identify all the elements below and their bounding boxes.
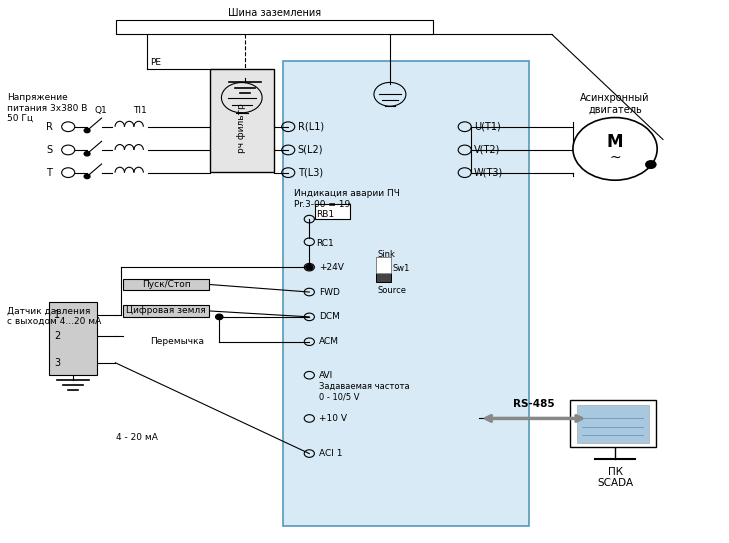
Circle shape: [646, 161, 656, 168]
Bar: [577, 405, 650, 443]
Bar: [210, 69, 273, 172]
Text: 1: 1: [55, 310, 61, 320]
Text: V(T2): V(T2): [474, 145, 501, 155]
Text: Датчик давления
с выходом 4...20 мА: Датчик давления с выходом 4...20 мА: [7, 307, 101, 326]
Text: Tl1: Tl1: [133, 106, 147, 115]
Text: ACI 1: ACI 1: [319, 449, 342, 458]
Bar: [376, 257, 391, 282]
Text: T: T: [47, 168, 52, 178]
Text: U(T1): U(T1): [474, 122, 501, 132]
Text: S: S: [47, 145, 52, 155]
Text: Q1: Q1: [94, 106, 107, 115]
Text: Перемычка: Перемычка: [150, 337, 204, 346]
Bar: [116, 20, 434, 34]
Text: PE: PE: [150, 58, 161, 67]
Text: Source: Source: [378, 286, 407, 295]
Text: AVI: AVI: [319, 371, 333, 380]
Text: Пуск/Стоп: Пуск/Стоп: [142, 280, 190, 289]
Bar: [376, 257, 391, 273]
Bar: [315, 204, 350, 219]
Text: 4 - 20 мА: 4 - 20 мА: [116, 433, 158, 442]
Text: RB1: RB1: [316, 210, 335, 219]
Text: Цифровая земля: Цифровая земля: [126, 306, 206, 315]
Text: ~: ~: [609, 150, 621, 165]
Bar: [49, 302, 97, 375]
Text: Асинхронный
двигатель: Асинхронный двигатель: [580, 93, 650, 115]
Text: DCM: DCM: [319, 312, 340, 321]
Circle shape: [305, 264, 313, 270]
Circle shape: [84, 128, 90, 132]
Bar: [123, 279, 209, 291]
Text: FWD: FWD: [319, 288, 340, 296]
Text: S(L2): S(L2): [297, 145, 323, 155]
Circle shape: [84, 151, 90, 156]
Bar: [570, 400, 655, 447]
Text: ACM: ACM: [319, 337, 339, 346]
Text: +24V: +24V: [319, 263, 343, 272]
Text: RS-485: RS-485: [513, 399, 555, 409]
Text: Индикация аварии ПЧ
Pr.3-00 = 19: Индикация аварии ПЧ Pr.3-00 = 19: [294, 190, 400, 209]
Text: рч фильтр: рч фильтр: [237, 103, 246, 153]
Text: W(T3): W(T3): [474, 168, 504, 178]
Text: RC1: RC1: [316, 239, 335, 249]
Text: Sw1: Sw1: [392, 264, 410, 273]
Text: Напряжение
питания 3х380 В
50 Гц: Напряжение питания 3х380 В 50 Гц: [7, 93, 87, 123]
Bar: [123, 305, 209, 317]
Text: 2: 2: [55, 331, 61, 341]
Text: Шина заземления: Шина заземления: [228, 8, 321, 17]
Text: ПК
SCADA: ПК SCADA: [597, 466, 633, 488]
Bar: [283, 61, 529, 527]
Text: Задаваемая частота
0 - 10/5 V: Задаваемая частота 0 - 10/5 V: [319, 382, 410, 401]
Circle shape: [84, 174, 90, 179]
Text: R: R: [47, 122, 53, 132]
Circle shape: [573, 117, 657, 180]
Text: 3: 3: [55, 358, 61, 368]
Text: R(L1): R(L1): [297, 122, 324, 132]
Text: M: M: [607, 134, 623, 151]
Text: T(L3): T(L3): [297, 168, 323, 178]
Text: +10 V: +10 V: [319, 414, 347, 423]
Circle shape: [216, 314, 223, 320]
Text: Sink: Sink: [378, 250, 395, 259]
